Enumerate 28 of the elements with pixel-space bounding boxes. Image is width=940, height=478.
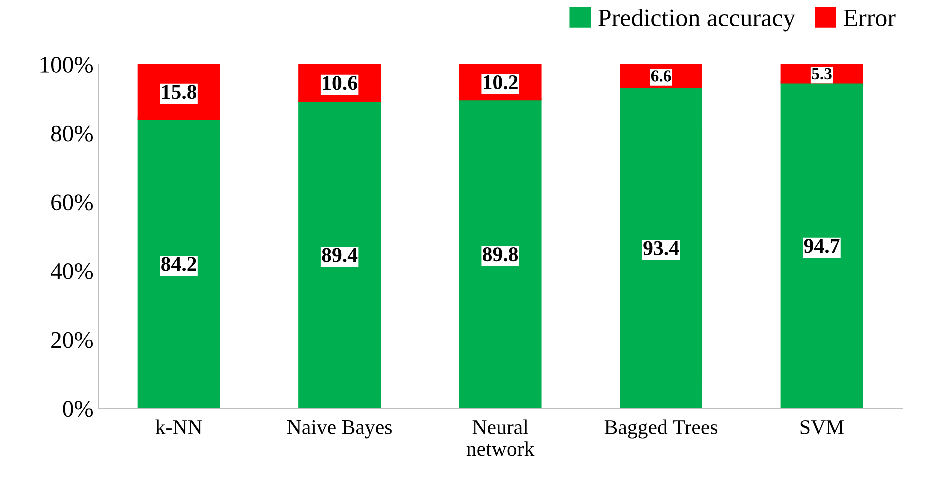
legend-label: Prediction accuracy — [598, 8, 796, 32]
y-tick-label: 80% — [51, 126, 94, 142]
data-label: 6.6 — [651, 70, 672, 82]
x-tick-label: SVM — [800, 420, 844, 435]
data-label: 89.8 — [483, 248, 518, 262]
bar — [138, 118, 220, 409]
data-label: 10.6 — [323, 76, 358, 90]
legend-label: Error — [844, 10, 896, 27]
x-tick-label: Naive Bayes — [287, 420, 392, 439]
data-label: 89.4 — [322, 248, 358, 262]
x-tick-label: Neural network — [466, 420, 535, 456]
y-tick-label: 20% — [52, 332, 94, 348]
bar — [298, 100, 382, 409]
bar — [780, 82, 864, 409]
data-label: 93.4 — [644, 241, 680, 256]
data-label: 5.3 — [812, 68, 832, 80]
data-label: 84.2 — [162, 257, 196, 272]
y-tick-label: 0% — [63, 401, 94, 418]
data-label: 15.8 — [162, 85, 197, 100]
y-tick-label: 60% — [52, 194, 94, 211]
x-tick-label: k-NN — [156, 420, 202, 434]
bar — [620, 86, 703, 409]
bar — [459, 98, 542, 409]
y-tick-label: 100% — [40, 57, 94, 74]
x-tick-label: Bagged Trees — [604, 420, 718, 439]
data-label: 94.7 — [804, 239, 840, 254]
data-label: 10.2 — [484, 75, 518, 90]
y-tick-label: 40% — [51, 264, 94, 280]
